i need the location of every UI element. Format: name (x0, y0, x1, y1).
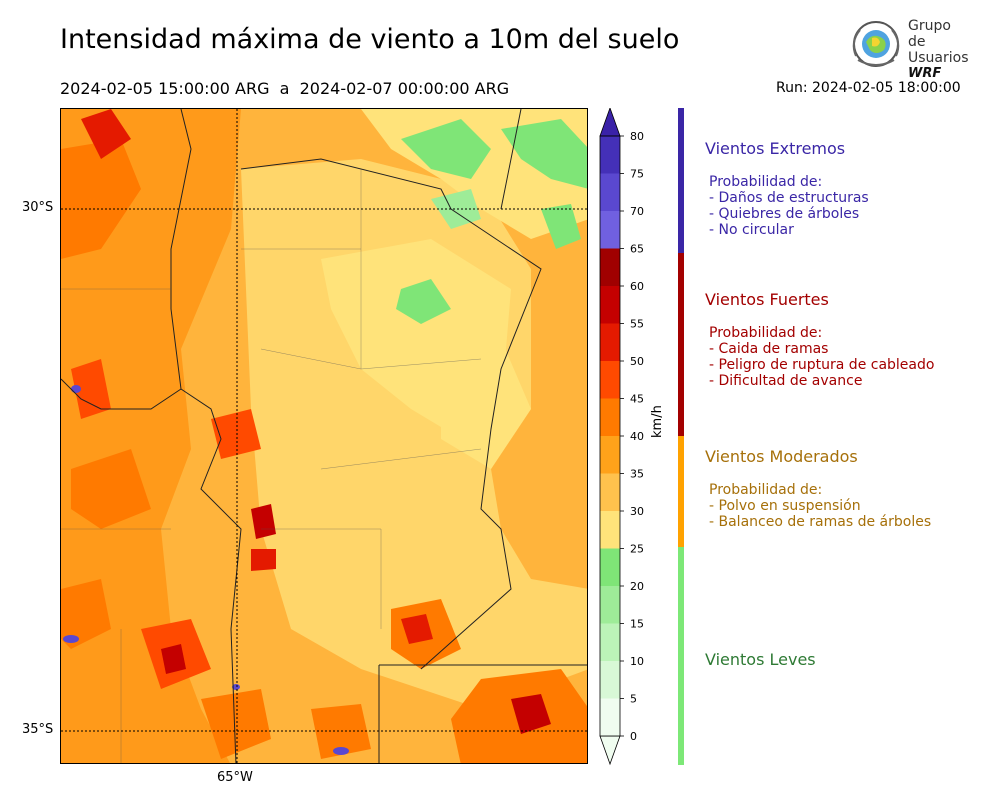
logo-text: Grupo de Usuarios WRF (908, 18, 969, 82)
legend-bar-moderados (678, 436, 684, 547)
category-item: - Quiebres de árboles (709, 206, 860, 222)
colorbar-segment (600, 586, 620, 624)
category-name: Vientos Leves (705, 650, 816, 669)
logo-brand: WRF (908, 66, 942, 81)
logo-line-2: Usuarios (908, 50, 969, 66)
grupo-usuarios-wrf-logo: Grupo de Usuarios WRF (848, 16, 969, 81)
colorbar-segment (600, 323, 620, 361)
map-title: Intensidad máxima de viento a 10m del su… (60, 24, 680, 55)
colorbar: 0 5 10 15 20 25 30 35 40 45 50 55 60 65 70 75 80 (598, 106, 678, 768)
category-name: Vientos Moderados (705, 447, 858, 466)
lat-label-30s: 30°S (22, 200, 54, 215)
category-item: - Dificultad de avance (709, 373, 863, 389)
colorbar-segment (600, 211, 620, 249)
colorbar-segment (600, 548, 620, 586)
colorbar-segment (600, 248, 620, 286)
colorbar-tick-label: 25 (630, 543, 644, 556)
legend-category-fuertes: Vientos Fuertes Probabilidad de: - Caida… (705, 290, 934, 389)
colorbar-segment (600, 361, 620, 399)
colorbar-tick-label: 40 (630, 430, 644, 443)
colorbar-underflow-triangle (599, 735, 621, 766)
legend-bar-leves (678, 547, 684, 765)
colorbar-segment (600, 698, 620, 736)
colorbar-tick-label: 30 (630, 505, 644, 518)
category-item: - Daños de estructuras (709, 190, 869, 206)
colorbar-tick-label: 45 (630, 393, 644, 406)
colorbar-svg: 0 5 10 15 20 25 30 35 40 45 50 55 60 65 70 75 80 (599, 106, 644, 766)
colorbar-tick-label: 0 (630, 730, 637, 743)
logo-line-1: Grupo de (908, 18, 951, 50)
colorbar-tick-label: 65 (630, 243, 644, 256)
run-timestamp: Run: 2024-02-05 18:00:00 (776, 80, 961, 96)
colorbar-tick-label: 35 (630, 468, 644, 481)
category-heading: Probabilidad de: (709, 482, 823, 498)
colorbar-unit: km/h (650, 405, 665, 438)
category-item: - Caida de ramas (709, 341, 829, 357)
category-item: - Peligro de ruptura de cableado (709, 357, 935, 373)
colorbar-overflow-triangle (599, 106, 621, 137)
colorbar-tick-label: 80 (630, 130, 644, 143)
colorbar-segment (600, 473, 620, 511)
colorbar-tick-label: 70 (630, 205, 644, 218)
colorbar-segment (600, 398, 620, 436)
category-item: - No circular (709, 222, 794, 238)
wind-map (60, 108, 588, 764)
colorbar-tick-label: 60 (630, 280, 644, 293)
colorbar-segment (600, 661, 620, 699)
colorbar-tick-label: 15 (630, 618, 644, 631)
category-heading: Probabilidad de: (709, 174, 823, 190)
category-item: - Balanceo de ramas de árboles (709, 514, 932, 530)
colorbar-segment (600, 623, 620, 661)
wind-field-svg (61, 109, 587, 763)
legend-category-moderados: Vientos Moderados Probabilidad de: - Pol… (705, 447, 931, 530)
legend-category-extremos: Vientos Extremos Probabilidad de: - Daño… (705, 139, 869, 238)
colorbar-segment (600, 436, 620, 474)
colorbar-tick-label: 50 (630, 355, 644, 368)
colorbar-segment (600, 136, 620, 174)
globe-logo-icon (852, 21, 900, 67)
forecast-period: 2024-02-05 15:00:00 ARG a 2024-02-07 00:… (60, 79, 510, 98)
category-name: Vientos Fuertes (705, 290, 829, 309)
colorbar-tick-label: 75 (630, 168, 644, 181)
category-heading: Probabilidad de: (709, 325, 823, 341)
colorbar-tick-label: 5 (630, 693, 637, 706)
colorbar-tick-label: 55 (630, 318, 644, 331)
legend-bar-fuertes (678, 253, 684, 436)
lon-label-65w: 65°W (217, 770, 253, 785)
colorbar-segment (600, 511, 620, 549)
legend-category-leves: Vientos Leves (705, 650, 816, 669)
colorbar-tick-label: 20 (630, 580, 644, 593)
colorbar-segment (600, 286, 620, 324)
category-item: - Polvo en suspensión (709, 498, 861, 514)
colorbar-tick-label: 10 (630, 655, 644, 668)
colorbar-segment (600, 173, 620, 211)
category-name: Vientos Extremos (705, 139, 846, 158)
legend-bar-extremos (678, 108, 684, 253)
lat-label-35s: 35°S (22, 722, 54, 737)
